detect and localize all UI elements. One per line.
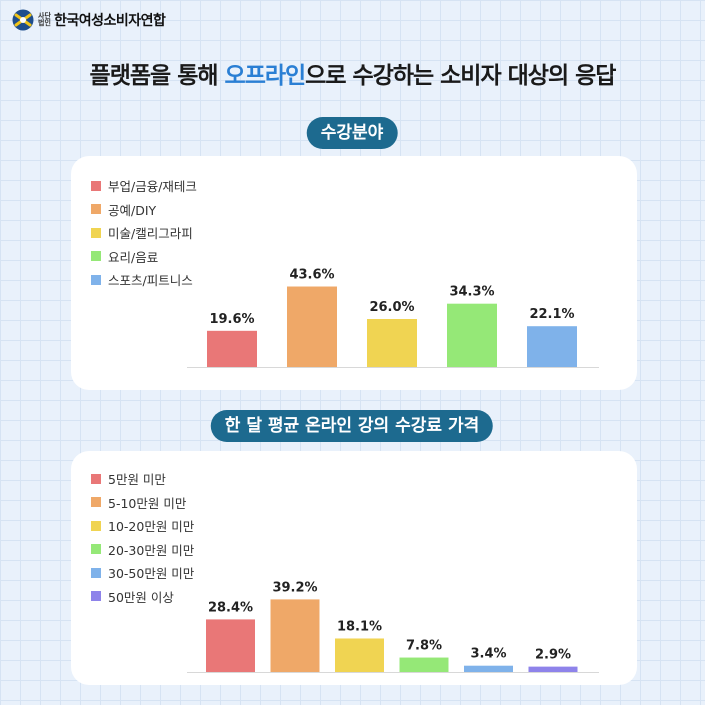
chart2-legend-swatch <box>91 544 101 555</box>
chart2-legend-label: 5만원 미만 <box>108 472 166 488</box>
chart2-bar <box>464 665 513 672</box>
chart2-legend-item: 20-30만원 미만 <box>91 538 194 562</box>
chart2-legend-swatch <box>91 473 101 484</box>
chart2-bar <box>528 666 578 672</box>
chart1-legend-item: 공예/DIY <box>91 198 197 222</box>
chart1-legend-item: 부업/금융/재테크 <box>91 174 197 198</box>
chart2-data-label: 7.8% <box>406 639 442 654</box>
chart2-data-label: 3.4% <box>470 647 506 662</box>
chart2-legend-label: 30-50만원 미만 <box>108 566 195 582</box>
chart1-legend-swatch <box>91 227 101 238</box>
chart1-legend: 부업/금융/재테크 공예/DIY 미술/캘리그라피 요리/음료 스포츠/피트니스 <box>91 174 197 292</box>
headline-accent: 오프라인 <box>224 63 307 89</box>
chart2-legend-label: 5-10만원 미만 <box>108 495 187 511</box>
chart1-bar <box>207 330 257 367</box>
logo-emblem-icon <box>12 9 34 31</box>
chart1-data-label: 43.6% <box>289 268 334 283</box>
chart2-card: 5만원 미만 5-10만원 미만 10-20만원 미만 20-30만원 미만 3… <box>71 451 637 685</box>
chart2-legend-swatch <box>91 497 101 508</box>
chart2-legend-item: 50만원 이상 <box>91 585 194 609</box>
chart1-bar <box>527 326 577 367</box>
chart1-bar <box>367 319 417 367</box>
chart1-legend-swatch <box>91 204 101 215</box>
chart1-legend-label: 미술/캘리그라피 <box>108 226 193 242</box>
chart1-legend-label: 요리/음료 <box>108 249 159 265</box>
chart2-data-label: 2.9% <box>535 648 571 663</box>
chart1-legend-swatch <box>91 180 101 191</box>
chart1-bar <box>447 303 497 367</box>
chart1-plot: 19.6% 43.6% 26.0% 34.3% 22.1% <box>187 268 599 368</box>
chart2-legend-swatch <box>91 520 101 531</box>
chart2-legend-item: 10-20만원 미만 <box>91 514 194 538</box>
chart1-legend-item: 요리/음료 <box>91 245 197 269</box>
chart1-legend-item: 스포츠/피트니스 <box>91 268 197 292</box>
chart2-plot: 28.4% 39.2% 18.1% 7.8% 3.4% 2.9% <box>187 580 599 673</box>
chart1-legend-swatch <box>91 274 101 285</box>
logo-name: 한국여성소비자연합 <box>54 13 166 29</box>
chart2-legend-swatch <box>91 567 101 578</box>
headline-after: 으로 수강하는 소비자 대상의 응답 <box>305 63 616 89</box>
chart2-data-label: 28.4% <box>208 600 253 615</box>
chart1-legend-label: 스포츠/피트니스 <box>108 273 193 289</box>
chart2-bar <box>270 599 320 672</box>
chart1-legend-label: 공예/DIY <box>108 202 157 218</box>
chart2-legend-item: 30-50만원 미만 <box>91 561 194 585</box>
chart2-title-pill: 한 달 평균 온라인 강의 수강료 가격 <box>210 410 494 442</box>
chart2-legend-item: 5만원 미만 <box>91 467 194 491</box>
logo: 사단법인 한국여성소비자연합 <box>12 8 166 32</box>
chart1-legend-label: 부업/금융/재테크 <box>108 179 197 195</box>
chart1-data-label: 26.0% <box>369 300 414 315</box>
chart2-legend-label: 20-30만원 미만 <box>108 542 195 558</box>
chart1-legend-swatch <box>91 251 101 262</box>
headline-before: 플랫폼을 통해 <box>89 63 225 89</box>
chart2-bar <box>399 657 449 672</box>
chart1-card: 부업/금융/재테크 공예/DIY 미술/캘리그라피 요리/음료 스포츠/피트니스… <box>71 156 637 390</box>
chart2-legend-label: 10-20만원 미만 <box>108 519 195 535</box>
chart1-title-pill: 수강분야 <box>306 117 398 149</box>
chart1-data-label: 34.3% <box>449 285 494 300</box>
chart2-bar <box>335 638 384 672</box>
page-headline: 플랫폼을 통해 오프라인으로 수강하는 소비자 대상의 응답 <box>0 56 705 90</box>
chart2-legend-swatch <box>91 591 101 602</box>
chart1-bar <box>287 286 337 367</box>
logo-subtitle: 사단법인 <box>38 12 51 27</box>
chart1-data-label: 22.1% <box>529 307 574 322</box>
chart1-data-label: 19.6% <box>209 312 254 327</box>
chart2-legend: 5만원 미만 5-10만원 미만 10-20만원 미만 20-30만원 미만 3… <box>91 467 194 608</box>
chart2-legend-label: 50만원 이상 <box>108 589 174 605</box>
chart2-data-label: 39.2% <box>272 580 317 595</box>
chart2-data-label: 18.1% <box>337 619 382 634</box>
chart2-bar <box>206 619 255 672</box>
chart1-legend-item: 미술/캘리그라피 <box>91 221 197 245</box>
chart2-legend-item: 5-10만원 미만 <box>91 491 194 515</box>
